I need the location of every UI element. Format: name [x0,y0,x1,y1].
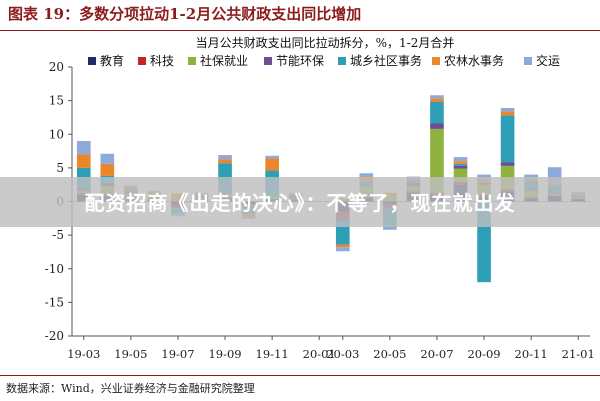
legend-label: 科技 [150,54,175,68]
legend-item: 交运 [524,52,560,69]
legend-item: 教育 [88,52,124,69]
x-tick-label: 20-01 [303,347,336,361]
bar-segment [100,163,115,176]
y-tick-label: -10 [45,262,64,276]
x-tick-label: 21-01 [562,347,595,361]
bar-segment [335,247,350,252]
y-tick-label: -5 [52,228,64,242]
x-tick-label: 20-09 [467,347,500,361]
x-tick-label: 19-11 [256,347,289,361]
bar-segment [430,95,444,99]
y-tick-label: 15 [49,94,64,108]
y-tick-label: 5 [56,161,64,175]
bar-segment [500,108,515,112]
legend-swatch [188,56,196,65]
legend-swatch [264,56,272,65]
legend-swatch [138,56,146,65]
figure-header: 图表 19：多数分项拉动1-2月公共财政支出同比增加 [0,0,600,31]
x-tick-label: 19-07 [161,347,194,361]
legend-label: 交运 [536,54,561,68]
bar-segment [383,225,397,230]
bar-segment [218,155,232,160]
y-tick-label: 20 [49,60,64,74]
source-text: 数据来源：Wind，兴业证券经济与金融研究院整理 [6,382,255,395]
legend-swatch [338,56,346,65]
banner-text: 配资招商《出走的决心》：不等了，现在就出发 [84,191,516,215]
legend-item: 社保就业 [188,52,248,69]
bar-segment [265,155,279,159]
legend-label: 社保就业 [200,54,249,68]
legend-swatch [524,56,532,65]
bar-segment [76,140,91,155]
legend-label: 城乡社区事务 [350,54,423,68]
legend-item: 节能环保 [264,52,324,69]
bar-segment [500,111,515,116]
bar-segment [453,163,468,166]
bar-segment [500,115,515,163]
bar-segment [359,173,374,177]
y-tick-label: 10 [49,127,64,141]
x-tick-label: 20-03 [326,347,359,361]
bar-segment [430,98,444,102]
source-note: 数据来源：Wind，兴业证券经济与金融研究院整理 [0,375,600,401]
bar-segment [218,159,232,164]
bar-segment [453,165,468,169]
overlay-banner[interactable]: 配资招商《出走的决心》：不等了，现在就出发 [0,177,600,227]
bar-segment [430,123,444,129]
bar-segment [430,128,444,193]
legend-label: 节能环保 [276,54,325,68]
legend-item: 城乡社区事务 [338,52,422,69]
legend-label: 农林水事务 [444,54,505,68]
x-tick-label: 20-11 [515,347,548,361]
y-tick-label: -15 [45,295,64,309]
figure-title: 图表 19：多数分项拉动1-2月公共财政支出同比增加 [8,5,362,23]
bar-segment [265,158,279,171]
bar-segment [335,244,350,248]
bar-segment [500,162,515,166]
chart-legend: 教育 科技 社保就业 节能环保 城乡社区事务 农林水事务 交运 [88,52,588,68]
bar-segment [76,154,91,168]
legend-item: 农林水事务 [432,52,504,69]
x-tick-label: 19-03 [67,347,100,361]
x-tick-label: 20-05 [373,347,406,361]
bar-segment [477,174,491,179]
bar-segment [524,174,538,179]
x-tick-label: 20-07 [420,347,453,361]
legend-item: 科技 [138,52,174,69]
bar-segment [453,161,468,164]
bar-segment [453,157,468,162]
legend-swatch [432,56,440,65]
legend-label: 教育 [100,54,125,68]
legend-swatch [88,56,96,65]
y-tick-label: -20 [45,329,64,343]
x-tick-label: 19-05 [114,347,147,361]
x-tick-label: 19-09 [208,347,241,361]
bar-segment [100,153,115,164]
bar-segment [430,101,444,124]
chart-title: 当月公共财政支出同比拉动拆分，%，1-2月合并 [195,36,455,50]
